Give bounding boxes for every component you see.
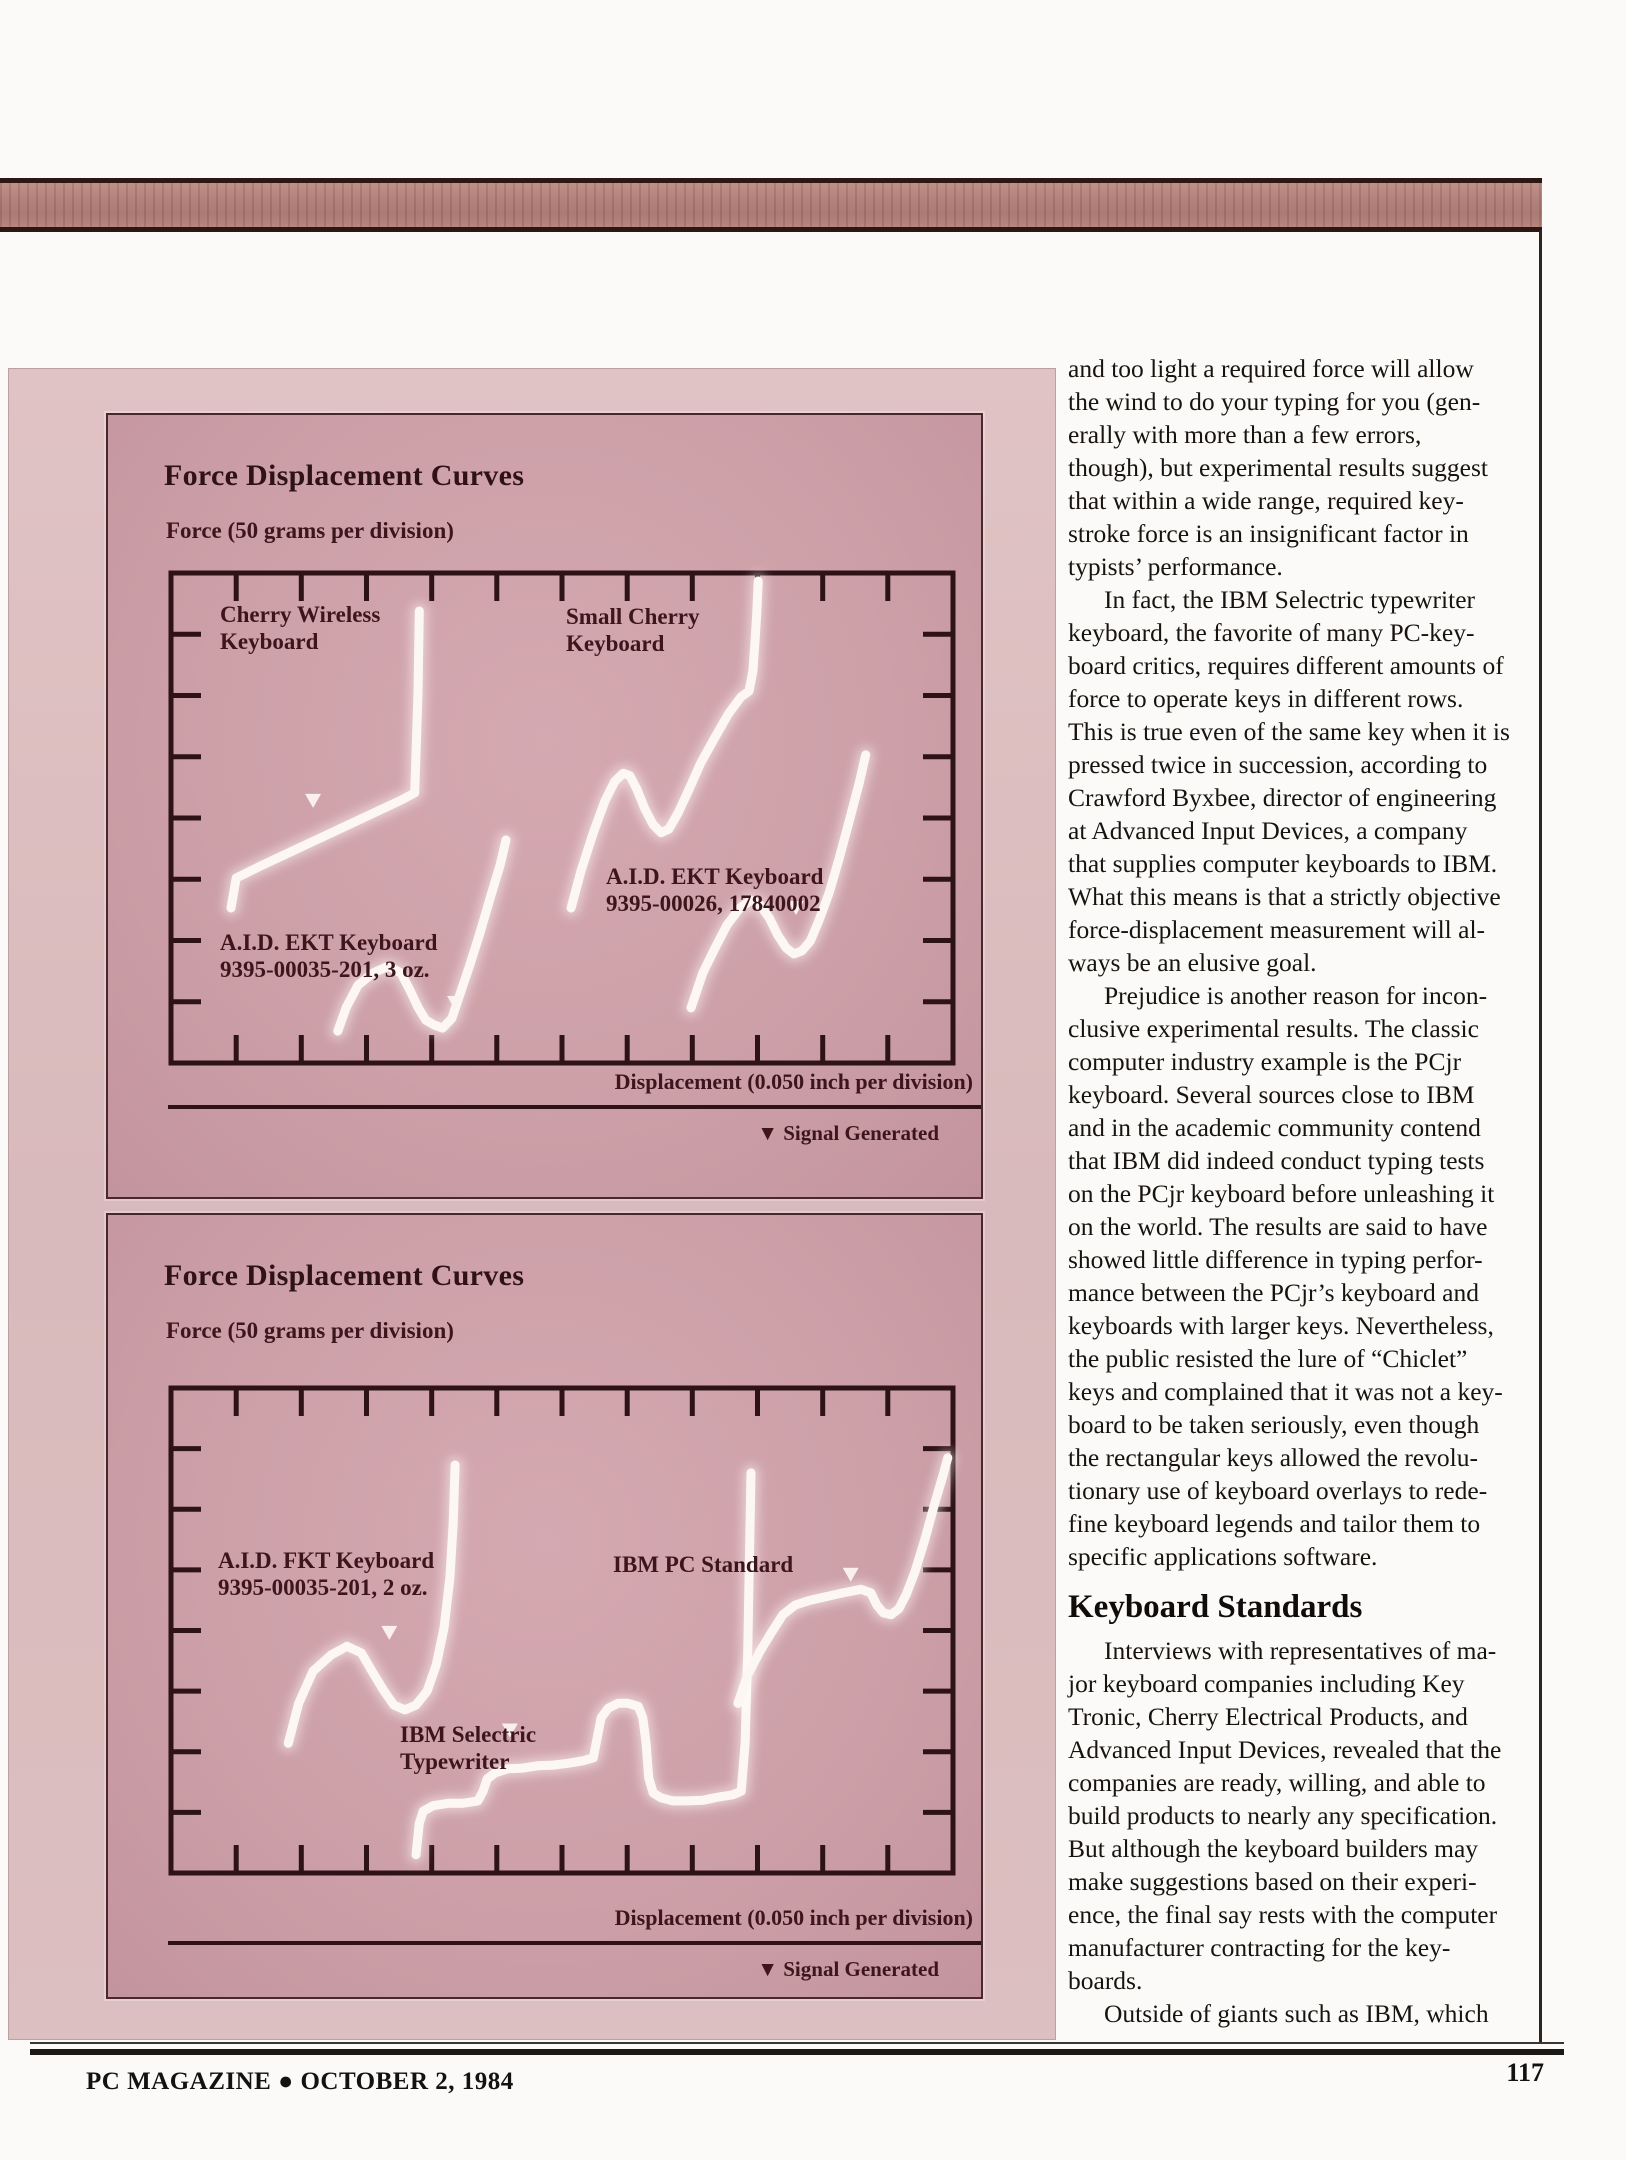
article-paragraph: and too light a required force will allo… xyxy=(1068,354,1488,581)
article-paragraph: Prejudice is another reason for incon- c… xyxy=(1068,981,1503,1571)
signal-marker-icon xyxy=(501,1723,518,1738)
column-divider-rule xyxy=(1539,230,1542,2044)
trace-ibm-selectric-typewriter xyxy=(411,1468,756,1860)
signal-marker-icon xyxy=(305,793,322,808)
chart-x-axis-label: Displacement (0.050 inch per division) xyxy=(614,1069,973,1094)
chart-y-axis-label: Force (50 grams per division) xyxy=(166,518,454,543)
trace-label-aid-2oz: A.I.D. FKT Keyboard 9395-00035-201, 2 oz… xyxy=(218,1548,435,1600)
article-column: and too light a required force will allo… xyxy=(1068,352,1548,2030)
chart-footer-rule xyxy=(168,1941,981,1945)
chart-title: Force Displacement Curves xyxy=(164,459,525,492)
chart-title: Force Displacement Curves xyxy=(164,1259,525,1292)
trace-label-ibm-pc-standard: IBM PC Standard xyxy=(613,1552,794,1577)
trace-small-cherry-keyboard xyxy=(566,576,763,913)
trace-a-i-d-ekt-keyboard-17840002 xyxy=(686,750,871,1013)
signal-marker-icon xyxy=(447,995,464,1010)
trace-ibm-pc-standard xyxy=(733,1453,953,1708)
footer-rule xyxy=(30,2049,1564,2055)
oscilloscope-plot-top xyxy=(168,570,956,1066)
footer-rule-thin xyxy=(30,2042,1564,2044)
signal-marker-icon xyxy=(787,901,804,916)
trace-label-aid-3oz: A.I.D. EKT Keyboard 9395-00035-201, 3 oz… xyxy=(220,930,438,982)
trace-label-small-cherry: Small Cherry Keyboard xyxy=(566,604,700,656)
trace-label-aid-17840002: A.I.D. EKT Keyboard 9395-00026, 17840002 xyxy=(606,864,824,916)
signal-marker-icon xyxy=(842,1567,859,1582)
article-paragraph: Outside of giants such as IBM, which xyxy=(1104,1999,1489,2028)
signal-generated-caption: ▼ Signal Generated xyxy=(757,1957,939,1981)
trace-label-cherry-wireless: Cherry Wireless Keyboard xyxy=(220,602,381,654)
chart-footer-rule xyxy=(168,1105,981,1109)
chart-y-axis-label: Force (50 grams per division) xyxy=(166,1318,454,1343)
signal-marker-icon xyxy=(381,1625,398,1640)
oscilloscope-plot-bottom xyxy=(168,1385,957,1876)
trace-cherry-wireless-keyboard xyxy=(226,606,424,913)
trace-glow xyxy=(279,1456,464,1752)
page-number: 117 xyxy=(1506,2058,1544,2087)
footer-magazine-date: PC MAGAZINE ● OCTOBER 2, 1984 xyxy=(86,2068,514,2095)
plot-frame xyxy=(168,1385,956,1876)
figure-panel: Force Displacement Curves Force (50 gram… xyxy=(8,368,1056,2040)
top-decorative-band xyxy=(0,178,1542,232)
trace-a-i-d-fkt-keyboard-2-oz- xyxy=(283,1460,460,1748)
article-paragraph: Interviews with representatives of ma- j… xyxy=(1068,1636,1502,1995)
force-displacement-chart-top: Force Displacement Curves Force (50 gram… xyxy=(106,413,983,1199)
section-heading: Keyboard Standards xyxy=(1068,1589,1363,1625)
trace-a-i-d-ekt-keyboard-3-oz- xyxy=(333,835,511,1036)
trace-label-ibm-selectric: IBM Selectric Typewriter xyxy=(400,1722,537,1774)
chart-x-axis-label: Displacement (0.050 inch per division) xyxy=(614,1905,973,1930)
article-paragraph: In fact, the IBM Selectric typewriter ke… xyxy=(1068,585,1510,977)
signal-generated-caption: ▼ Signal Generated xyxy=(757,1121,939,1145)
force-displacement-chart-bottom: Force Displacement Curves Force (50 gram… xyxy=(106,1213,983,1999)
